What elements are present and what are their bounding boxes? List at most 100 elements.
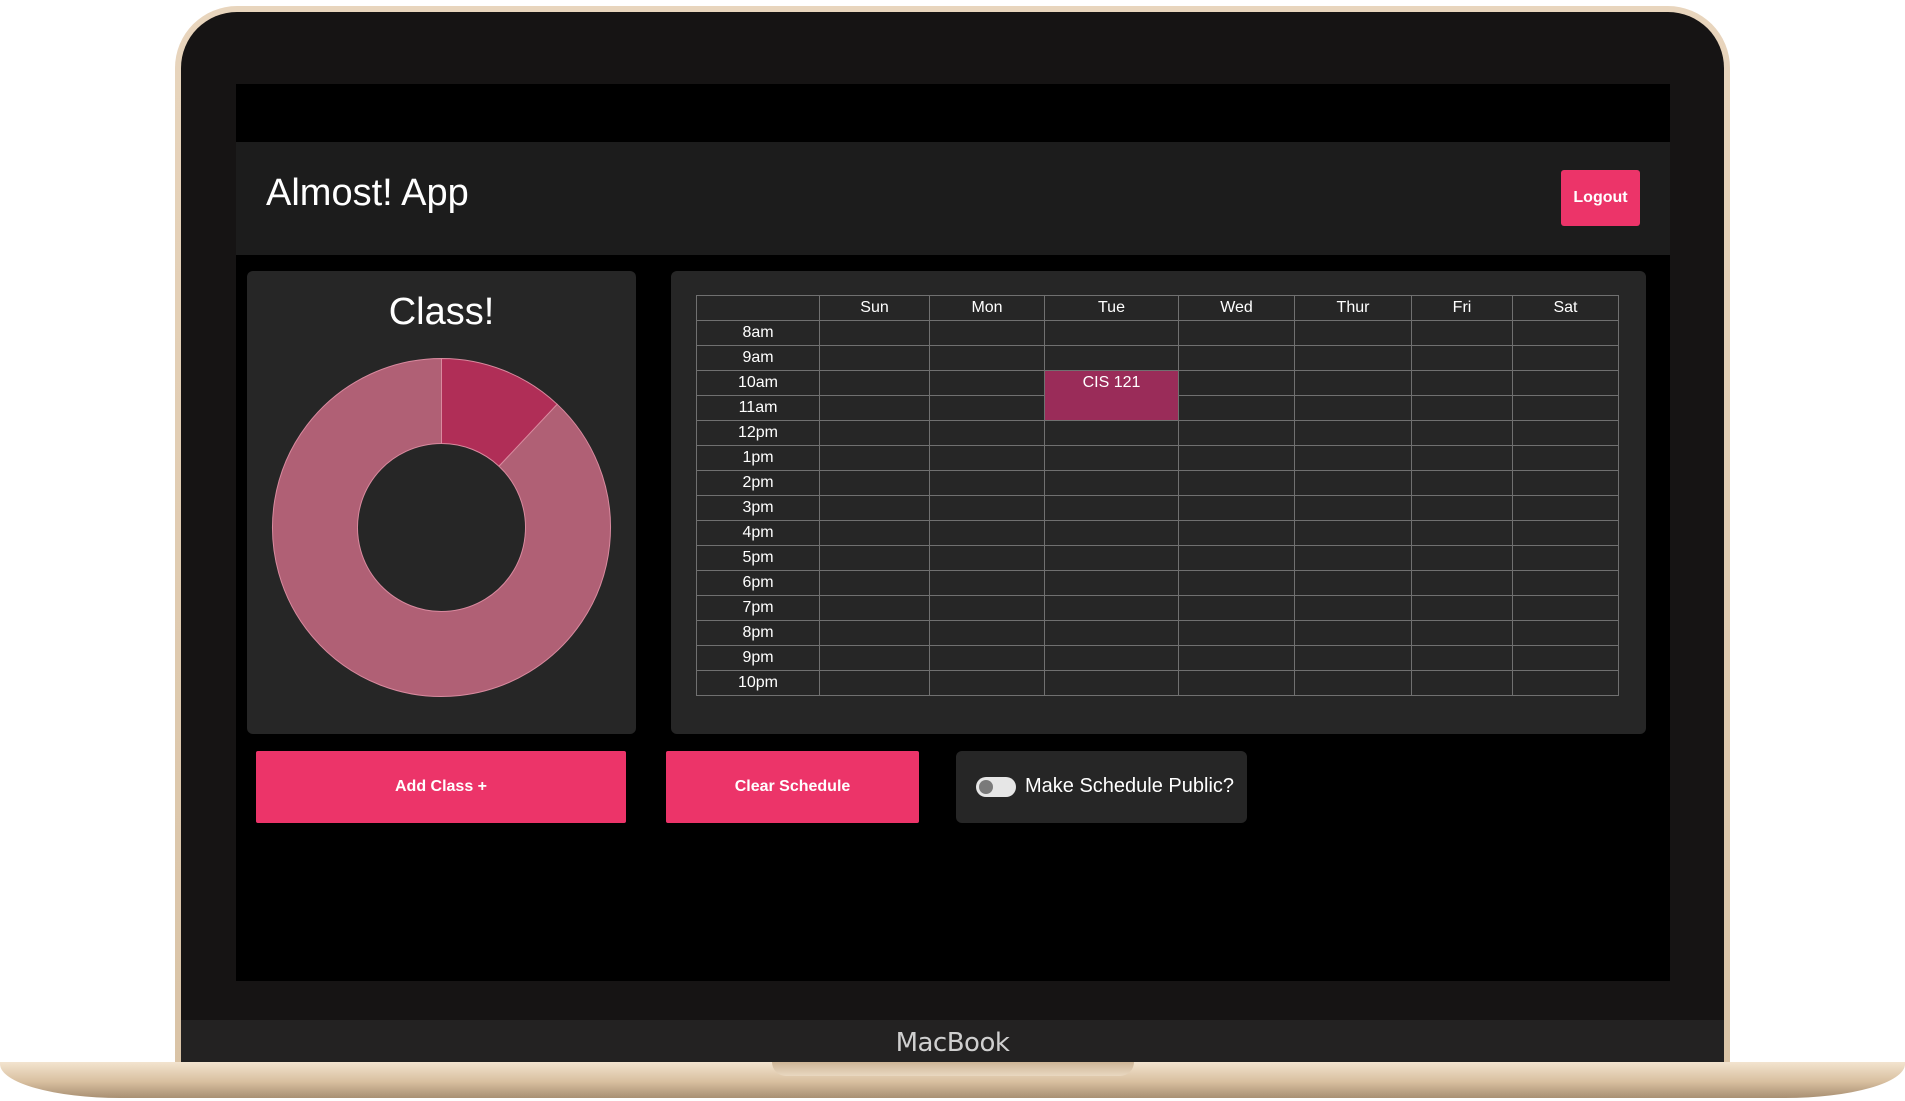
class-block[interactable]: CIS 121: [1044, 370, 1179, 421]
schedule-slot[interactable]: [1512, 495, 1619, 521]
schedule-slot[interactable]: [1512, 520, 1619, 546]
schedule-slot[interactable]: [1512, 645, 1619, 671]
logout-button[interactable]: Logout: [1561, 170, 1640, 226]
schedule-slot[interactable]: [1411, 520, 1513, 546]
schedule-slot[interactable]: [1044, 670, 1179, 696]
schedule-slot[interactable]: [1178, 470, 1295, 496]
schedule-slot[interactable]: [929, 645, 1045, 671]
schedule-slot[interactable]: [1411, 420, 1513, 446]
make-public-toggle[interactable]: Make Schedule Public?: [956, 751, 1247, 823]
schedule-slot[interactable]: [1178, 645, 1295, 671]
schedule-slot[interactable]: [1294, 495, 1412, 521]
schedule-slot[interactable]: [1178, 370, 1295, 396]
schedule-slot[interactable]: [1512, 670, 1619, 696]
toggle-switch[interactable]: [976, 777, 1016, 797]
schedule-slot[interactable]: [1044, 570, 1179, 596]
schedule-slot[interactable]: [819, 420, 930, 446]
schedule-slot[interactable]: [1411, 570, 1513, 596]
schedule-slot[interactable]: [1512, 370, 1619, 396]
schedule-slot[interactable]: [1294, 445, 1412, 471]
schedule-slot[interactable]: [819, 620, 930, 646]
schedule-slot[interactable]: [1411, 470, 1513, 496]
schedule-slot[interactable]: [929, 545, 1045, 571]
schedule-slot[interactable]: [1512, 620, 1619, 646]
schedule-slot[interactable]: [1294, 395, 1412, 421]
schedule-slot[interactable]: [1294, 320, 1412, 346]
schedule-slot[interactable]: [1178, 570, 1295, 596]
schedule-slot[interactable]: [1178, 395, 1295, 421]
schedule-slot[interactable]: [929, 595, 1045, 621]
schedule-slot[interactable]: [1178, 620, 1295, 646]
schedule-slot[interactable]: [929, 670, 1045, 696]
schedule-slot[interactable]: [929, 570, 1045, 596]
schedule-slot[interactable]: [1044, 520, 1179, 546]
schedule-slot[interactable]: [1411, 595, 1513, 621]
schedule-slot[interactable]: [1411, 345, 1513, 371]
schedule-slot[interactable]: [1512, 395, 1619, 421]
schedule-slot[interactable]: [819, 670, 930, 696]
schedule-slot[interactable]: [819, 320, 930, 346]
schedule-slot[interactable]: [1512, 595, 1619, 621]
schedule-slot[interactable]: [1294, 670, 1412, 696]
schedule-slot[interactable]: [1178, 520, 1295, 546]
schedule-slot[interactable]: [929, 470, 1045, 496]
schedule-slot[interactable]: [1294, 620, 1412, 646]
schedule-slot[interactable]: [929, 495, 1045, 521]
schedule-slot[interactable]: [1044, 545, 1179, 571]
schedule-slot[interactable]: [1411, 620, 1513, 646]
schedule-slot[interactable]: [819, 345, 930, 371]
schedule-slot[interactable]: [1044, 420, 1179, 446]
schedule-slot[interactable]: [1294, 420, 1412, 446]
schedule-slot[interactable]: [1411, 395, 1513, 421]
schedule-slot[interactable]: [929, 445, 1045, 471]
schedule-slot[interactable]: [1411, 495, 1513, 521]
schedule-slot[interactable]: [1044, 495, 1179, 521]
schedule-slot[interactable]: [1044, 645, 1179, 671]
schedule-slot[interactable]: [929, 320, 1045, 346]
schedule-slot[interactable]: [1294, 570, 1412, 596]
schedule-slot[interactable]: [1411, 320, 1513, 346]
schedule-slot[interactable]: [1512, 320, 1619, 346]
schedule-slot[interactable]: [1512, 470, 1619, 496]
schedule-slot[interactable]: [819, 545, 930, 571]
schedule-slot[interactable]: [819, 595, 930, 621]
schedule-slot[interactable]: [819, 570, 930, 596]
add-class-button[interactable]: Add Class +: [256, 751, 626, 823]
schedule-slot[interactable]: [929, 420, 1045, 446]
schedule-slot[interactable]: [1294, 470, 1412, 496]
schedule-slot[interactable]: [1294, 370, 1412, 396]
schedule-slot[interactable]: [819, 495, 930, 521]
schedule-slot[interactable]: [1294, 645, 1412, 671]
schedule-slot[interactable]: [1044, 620, 1179, 646]
schedule-slot[interactable]: [1178, 595, 1295, 621]
schedule-slot[interactable]: [929, 395, 1045, 421]
schedule-slot[interactable]: [1512, 545, 1619, 571]
schedule-slot[interactable]: [1178, 445, 1295, 471]
schedule-slot[interactable]: [819, 370, 930, 396]
schedule-slot[interactable]: [819, 395, 930, 421]
schedule-slot[interactable]: [1411, 670, 1513, 696]
schedule-slot[interactable]: [1411, 370, 1513, 396]
schedule-slot[interactable]: [1411, 445, 1513, 471]
clear-schedule-button[interactable]: Clear Schedule: [666, 751, 919, 823]
schedule-slot[interactable]: [1411, 545, 1513, 571]
schedule-slot[interactable]: [1178, 545, 1295, 571]
schedule-slot[interactable]: [1044, 320, 1179, 346]
schedule-slot[interactable]: [1294, 595, 1412, 621]
schedule-slot[interactable]: [1178, 670, 1295, 696]
schedule-slot[interactable]: [1044, 595, 1179, 621]
schedule-slot[interactable]: [1044, 445, 1179, 471]
schedule-slot[interactable]: [1512, 570, 1619, 596]
schedule-slot[interactable]: [819, 645, 930, 671]
schedule-slot[interactable]: [1178, 345, 1295, 371]
schedule-slot[interactable]: [1178, 495, 1295, 521]
schedule-slot[interactable]: [1044, 345, 1179, 371]
schedule-slot[interactable]: [929, 520, 1045, 546]
schedule-slot[interactable]: [1512, 345, 1619, 371]
schedule-slot[interactable]: [819, 520, 930, 546]
schedule-slot[interactable]: [1294, 520, 1412, 546]
schedule-slot[interactable]: [1178, 420, 1295, 446]
schedule-slot[interactable]: [1178, 320, 1295, 346]
schedule-slot[interactable]: [1512, 445, 1619, 471]
schedule-slot[interactable]: [819, 470, 930, 496]
